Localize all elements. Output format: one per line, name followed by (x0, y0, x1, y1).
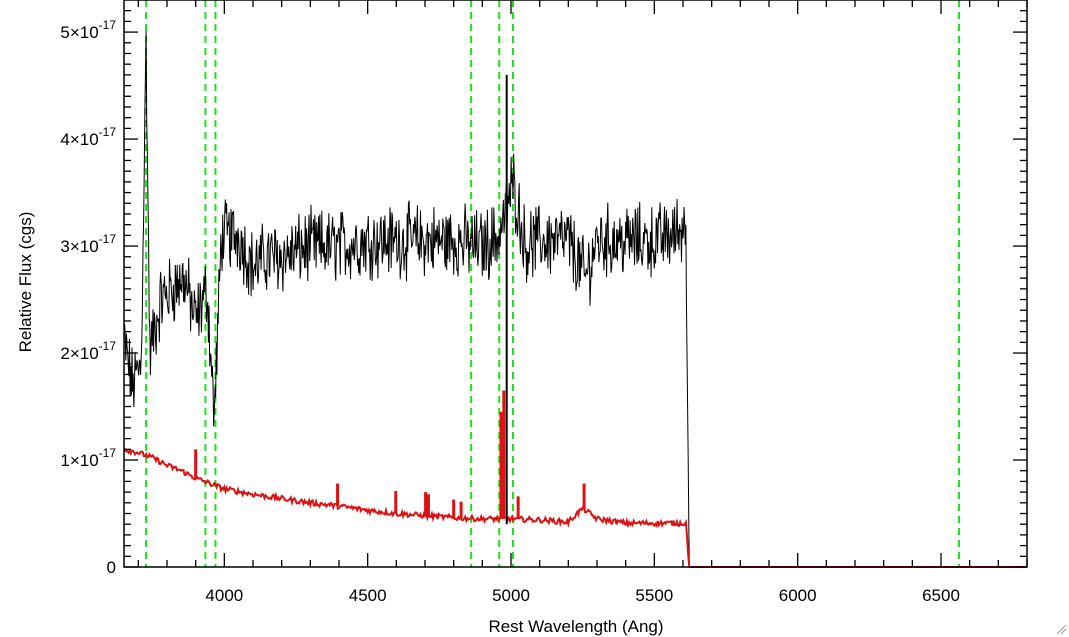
y-tick-label-3: 3×10-17 (60, 232, 116, 256)
x-tick-label-4000: 4000 (205, 586, 243, 605)
tick-labels: 4000 4500 5000 5500 6000 6500 0 1×10-17 2×10-17 3… (60, 0, 1028, 605)
plot-border (123, 0, 1028, 568)
x-tick-label-5500: 5500 (635, 586, 673, 605)
y-axis-label: Relative Flux (cgs) (16, 212, 35, 353)
series-black-line (123, 30, 1027, 568)
y-tick-label-2: 2×10-17 (60, 339, 116, 363)
y-tick-label-5: 5×10-17 (60, 18, 116, 42)
x-tick-label-6000: 6000 (779, 586, 817, 605)
plot-frame (123, 0, 1028, 568)
x-tick-label-5000: 5000 (492, 586, 530, 605)
resize-grip-icon[interactable] (1055, 623, 1067, 635)
x-tick-label-6500: 6500 (922, 586, 960, 605)
y-tick-label-0: 0 (107, 558, 116, 577)
reference-lines (145, 0, 961, 567)
y-tick-label-4: 4×10-17 (60, 125, 116, 149)
y-tick-label-1: 1×10-17 (60, 446, 116, 470)
series-layer (123, 30, 1027, 568)
x-axis-label: Rest Wavelength (Ang) (488, 617, 663, 636)
x-tick-label-4500: 4500 (349, 586, 387, 605)
series-red-line (123, 447, 1027, 568)
